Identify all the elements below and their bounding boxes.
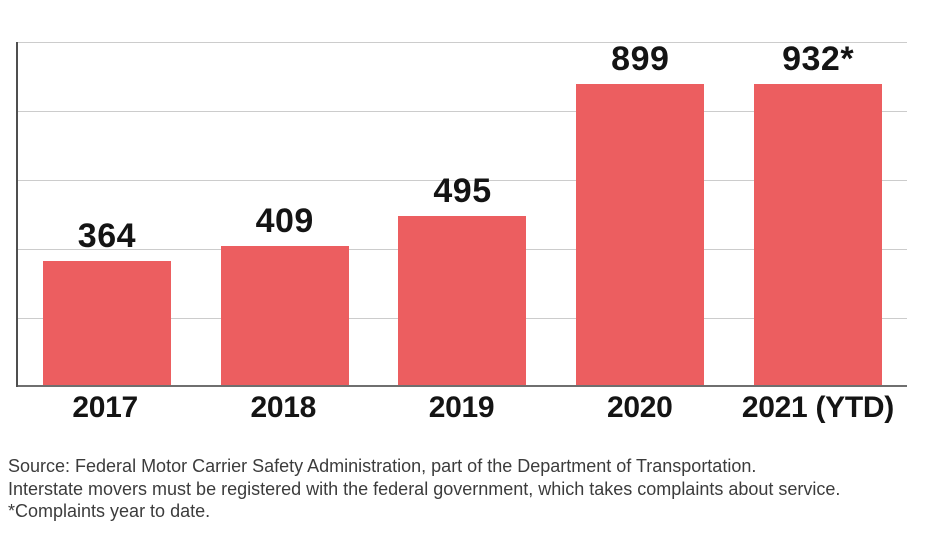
bar-slot-2020: 899 [551,42,729,387]
x-axis-labels: 2017 2018 2019 2020 2021 (YTD) [16,391,907,425]
x-axis-label-2017: 2017 [72,391,138,424]
bar-value-label-2018: 409 [255,201,314,240]
bar-2020 [576,84,705,387]
bar-value-label-2020: 899 [611,40,670,78]
bar-value-label-2017: 364 [77,217,137,256]
gridline-600 [18,180,907,181]
chart-footnotes: Source: Federal Motor Carrier Safety Adm… [8,455,924,523]
ytd-footnote-text: *Complaints year to date. [8,501,211,521]
x-axis-label-2021ytd: 2021 (YTD) [741,391,894,424]
x-axis-label-2018: 2018 [250,391,317,424]
x-axis-label-2019: 2019 [428,391,495,424]
bar-slot-2017: 364 [18,42,196,387]
plot-area: 364 409 495 899 932* [16,42,907,387]
bar-slot-2018: 409 [196,42,374,387]
bar-slot-2021ytd: 932* [729,42,907,387]
source-text: Source: Federal Motor Carrier Safety Adm… [8,456,757,476]
bar-2019 [398,216,527,387]
bar-slot-2019: 495 [374,42,552,387]
gridline-800 [18,111,907,112]
gridline-1000 [18,42,907,43]
bar-value-label-2021ytd: 932* [782,40,855,78]
registration-note-text: Interstate movers must be registered wit… [8,478,841,499]
bar-2021ytd [754,84,883,387]
bar-2018 [220,245,349,387]
bar-2017 [42,261,171,387]
bar-value-label-2019: 495 [433,172,492,211]
x-axis-label-2020: 2020 [606,391,673,424]
x-axis-baseline [18,385,907,387]
